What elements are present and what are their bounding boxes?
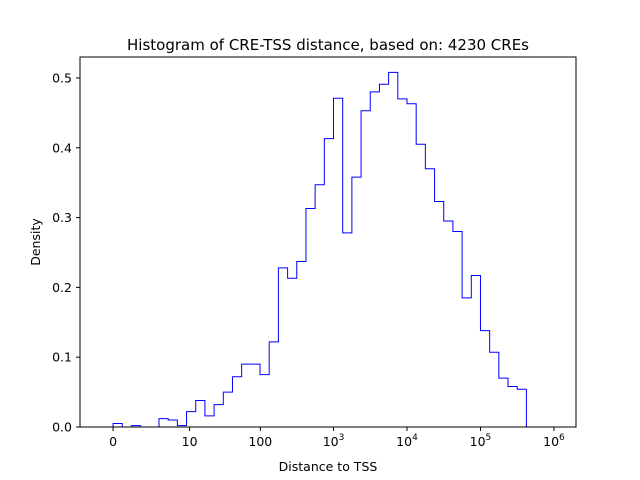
histogram-step-line: [112, 71, 527, 428]
x-tick-label: 103: [323, 433, 345, 449]
x-tick-label: 100: [248, 434, 272, 449]
y-axis-ticks: 0.0 0.1 0.2 0.3 0.4 0.5: [52, 70, 80, 435]
histogram-bars: [112, 71, 527, 428]
y-tick-label: 0.5: [52, 70, 72, 85]
plot-frame: [79, 56, 577, 428]
plot-area: [80, 57, 576, 427]
x-axis-label: Distance to TSS: [279, 459, 378, 474]
y-axis-label: Density: [28, 218, 43, 266]
y-tick-label: 0.3: [52, 210, 72, 225]
y-tick-label: 0.1: [52, 350, 72, 365]
x-tick-label: 106: [543, 433, 565, 449]
chart-title: Histogram of CRE-TSS distance, based on:…: [127, 36, 529, 54]
x-tick-label: 104: [396, 433, 418, 449]
y-tick-label: 0.2: [52, 280, 72, 295]
x-tick-label: 105: [470, 433, 492, 449]
y-tick-label: 0.0: [52, 420, 72, 435]
x-axis-ticks: 0 10 100 103 104 105 106: [109, 427, 565, 449]
y-tick-label: 0.4: [52, 140, 72, 155]
x-tick-label: 10: [182, 434, 198, 449]
x-tick-label: 0: [109, 434, 117, 449]
